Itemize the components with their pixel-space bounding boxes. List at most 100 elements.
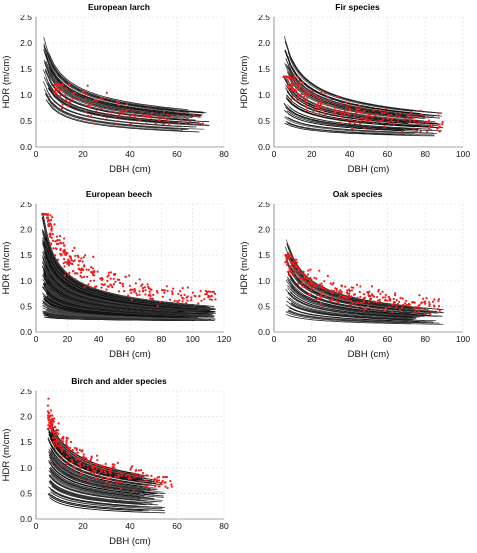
observation-point: [100, 113, 103, 116]
observation-point: [145, 485, 148, 488]
observation-point: [437, 114, 440, 117]
observation-point: [173, 299, 176, 302]
observation-point: [212, 290, 215, 293]
x-tick-label: 60: [383, 334, 393, 344]
observation-point: [307, 285, 311, 288]
observation-point: [391, 117, 394, 120]
observation-point: [378, 108, 381, 112]
observation-point: [82, 456, 86, 459]
observation-point: [133, 476, 136, 479]
observation-point: [437, 126, 440, 129]
observation-point: [305, 98, 308, 101]
observation-point: [120, 474, 123, 477]
observation-point: [113, 463, 116, 466]
observation-point: [170, 483, 173, 486]
observation-point: [338, 296, 341, 299]
observation-point: [67, 105, 70, 108]
observation-point: [303, 95, 306, 99]
x-axis-label: DBH (cm): [109, 536, 151, 547]
observation-point: [306, 96, 309, 99]
observation-point: [142, 290, 145, 293]
observation-point: [359, 116, 362, 120]
x-tick-label: 0: [272, 334, 277, 344]
observation-point: [70, 98, 73, 101]
observation-point: [71, 249, 74, 252]
x-tick-label: 0: [272, 149, 277, 159]
observation-point: [86, 84, 89, 87]
observation-point: [55, 87, 59, 90]
observation-point: [94, 470, 97, 473]
observation-point: [78, 463, 81, 466]
observation-point: [370, 115, 373, 118]
fitted-curve: [284, 110, 417, 132]
observation-point: [346, 111, 349, 114]
observation-point: [297, 282, 300, 285]
observation-point: [56, 235, 59, 238]
observation-point: [392, 303, 395, 306]
fitted-curve: [283, 75, 421, 123]
observation-point: [144, 293, 147, 296]
observation-point: [90, 115, 93, 118]
observation-point: [295, 261, 299, 264]
observation-point: [343, 113, 346, 116]
panel-fir-species: Fir species 0 20 40 60 80 100 0.0 0.5 1.0 1.5 2.0 2…: [238, 0, 477, 185]
x-axis-label: DBH (cm): [109, 164, 151, 175]
observation-point: [65, 99, 68, 102]
observation-point: [314, 105, 318, 108]
observation-point: [397, 120, 400, 123]
x-tick-label: 20: [307, 334, 317, 344]
observation-point: [418, 294, 421, 297]
observation-point: [308, 94, 311, 97]
observation-point: [51, 232, 55, 236]
fitted-curve: [49, 480, 138, 503]
observation-point: [166, 113, 169, 116]
x-tick-label: 0: [34, 149, 39, 159]
observation-point: [82, 453, 85, 456]
observation-point: [350, 118, 353, 122]
fitted-curve: [48, 52, 188, 110]
observation-point: [389, 299, 392, 302]
observation-point: [159, 482, 162, 485]
observation-point: [171, 290, 174, 293]
observation-point: [314, 94, 317, 97]
fitted-curve: [288, 307, 434, 323]
observation-point: [70, 92, 74, 95]
observation-point: [336, 95, 339, 98]
observation-point: [117, 104, 120, 107]
observation-point: [177, 292, 180, 295]
observation-point: [190, 296, 193, 299]
fitted-curve: [47, 75, 174, 119]
observation-point: [204, 289, 208, 293]
observation-point: [46, 404, 50, 407]
y-tick-label: 0.0: [258, 327, 270, 337]
observation-point: [298, 267, 301, 270]
observation-point: [326, 102, 329, 106]
observation-point: [316, 294, 319, 297]
observation-point: [131, 109, 134, 112]
y-tick-label: 1.5: [258, 250, 270, 260]
observation-point: [50, 225, 53, 228]
observation-point: [161, 479, 164, 482]
observation-point: [369, 119, 372, 122]
observation-point: [426, 130, 429, 133]
fitted-curve: [48, 482, 159, 506]
fitted-curve: [46, 286, 185, 315]
y-tick-label: 2.5: [20, 389, 32, 396]
observation-point: [416, 130, 419, 133]
x-tick-label: 60: [383, 149, 393, 159]
observation-point: [147, 115, 150, 118]
observation-point: [178, 122, 181, 125]
observation-point: [324, 289, 327, 292]
observation-point: [296, 75, 299, 78]
observation-point: [59, 248, 62, 252]
observation-point: [61, 448, 64, 451]
observation-point: [172, 287, 175, 290]
observation-point: [55, 92, 58, 95]
observation-point: [74, 458, 78, 461]
observation-point: [55, 443, 58, 446]
observation-point: [146, 283, 149, 286]
fitted-curve: [289, 266, 444, 314]
x-axis-label: DBH (cm): [348, 164, 390, 175]
fitted-curve: [48, 459, 155, 496]
observation-point: [294, 269, 297, 272]
